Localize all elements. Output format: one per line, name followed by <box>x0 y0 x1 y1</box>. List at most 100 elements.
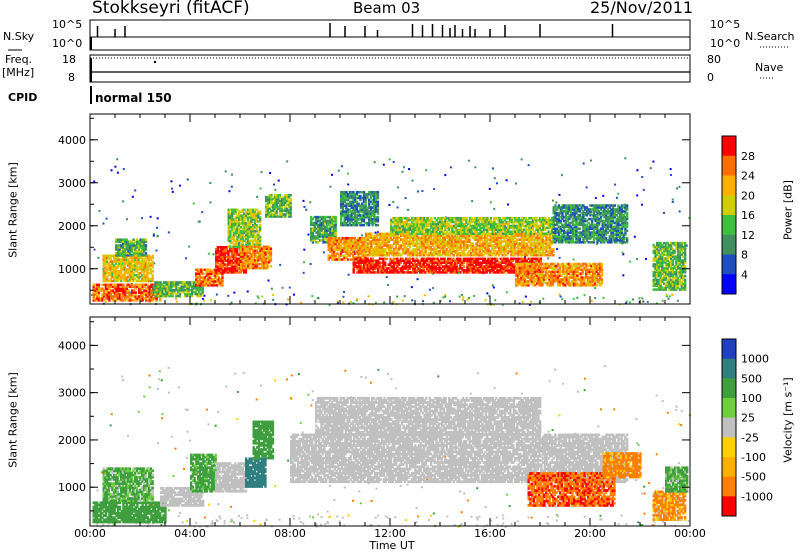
cell <box>527 271 530 274</box>
cell <box>416 228 419 232</box>
cell <box>503 250 506 253</box>
cell <box>382 253 385 257</box>
cell <box>417 253 420 257</box>
cell <box>433 246 436 249</box>
cell <box>203 280 207 283</box>
cell <box>332 258 336 261</box>
power-speck <box>433 187 436 190</box>
cell <box>159 281 162 284</box>
cell <box>457 269 460 272</box>
cell <box>513 232 517 236</box>
cell <box>127 271 130 275</box>
cell <box>533 242 536 245</box>
power-speck <box>209 201 212 204</box>
cell <box>352 254 355 257</box>
power-speck <box>155 249 158 252</box>
cell <box>109 271 112 275</box>
cell <box>406 271 410 274</box>
cell <box>529 253 532 257</box>
cell <box>467 232 470 235</box>
cell <box>125 279 128 283</box>
cell <box>456 216 459 220</box>
cell <box>414 222 417 226</box>
cell <box>116 260 119 263</box>
cell <box>492 261 495 264</box>
cell <box>450 271 453 274</box>
cell <box>353 236 357 240</box>
cell <box>503 257 506 261</box>
cell <box>384 253 387 257</box>
cell <box>259 235 262 239</box>
cell <box>463 232 466 235</box>
cell <box>363 263 366 266</box>
cell <box>357 259 361 263</box>
cell <box>345 248 348 252</box>
cell <box>492 236 496 240</box>
cell <box>259 241 262 244</box>
cell <box>352 259 355 263</box>
cell <box>289 199 292 203</box>
cell <box>345 244 348 248</box>
cell <box>506 236 510 240</box>
cell <box>364 263 368 266</box>
cell <box>121 264 125 267</box>
cell <box>280 211 284 214</box>
cell <box>428 236 431 240</box>
cell <box>412 248 415 251</box>
cell <box>433 216 437 220</box>
cell <box>404 216 407 220</box>
cell <box>261 253 264 256</box>
cell <box>175 294 178 298</box>
cell <box>483 257 487 261</box>
cell <box>273 211 277 214</box>
cell <box>310 233 313 236</box>
cell <box>489 234 492 238</box>
cell <box>487 251 490 255</box>
power-speck <box>685 244 688 247</box>
cell <box>411 230 414 234</box>
cell <box>510 242 513 245</box>
cell <box>437 222 440 226</box>
cell <box>270 215 273 218</box>
cell <box>234 271 237 274</box>
cell <box>127 260 130 263</box>
cell <box>310 223 313 227</box>
power-speck <box>336 302 339 305</box>
cell <box>266 262 269 266</box>
cell <box>457 242 461 245</box>
cell <box>440 216 444 220</box>
cell <box>103 295 106 298</box>
cell <box>234 208 237 212</box>
cell <box>371 267 375 270</box>
cell <box>433 222 437 226</box>
cell <box>517 259 520 263</box>
cell <box>517 261 520 264</box>
cell <box>234 259 237 263</box>
cell <box>422 263 425 266</box>
cell <box>462 257 466 261</box>
cell <box>255 249 259 252</box>
cell <box>501 271 504 274</box>
cell <box>432 232 435 235</box>
cell <box>325 221 329 225</box>
cell <box>536 238 539 241</box>
cell <box>357 271 361 274</box>
cell <box>518 261 522 264</box>
cell <box>475 230 479 234</box>
cell <box>269 257 273 260</box>
cell <box>452 244 455 247</box>
cell <box>489 251 492 255</box>
cell <box>424 250 427 253</box>
cell <box>248 245 252 249</box>
cell <box>445 250 448 253</box>
cell <box>393 240 396 243</box>
power-near-range-speck <box>257 296 260 299</box>
cell <box>368 271 371 274</box>
cell <box>391 238 394 241</box>
cell <box>440 244 443 247</box>
cell <box>141 242 144 245</box>
cell <box>139 242 142 245</box>
cell <box>279 215 282 218</box>
cell <box>168 292 171 296</box>
cell <box>210 270 214 274</box>
